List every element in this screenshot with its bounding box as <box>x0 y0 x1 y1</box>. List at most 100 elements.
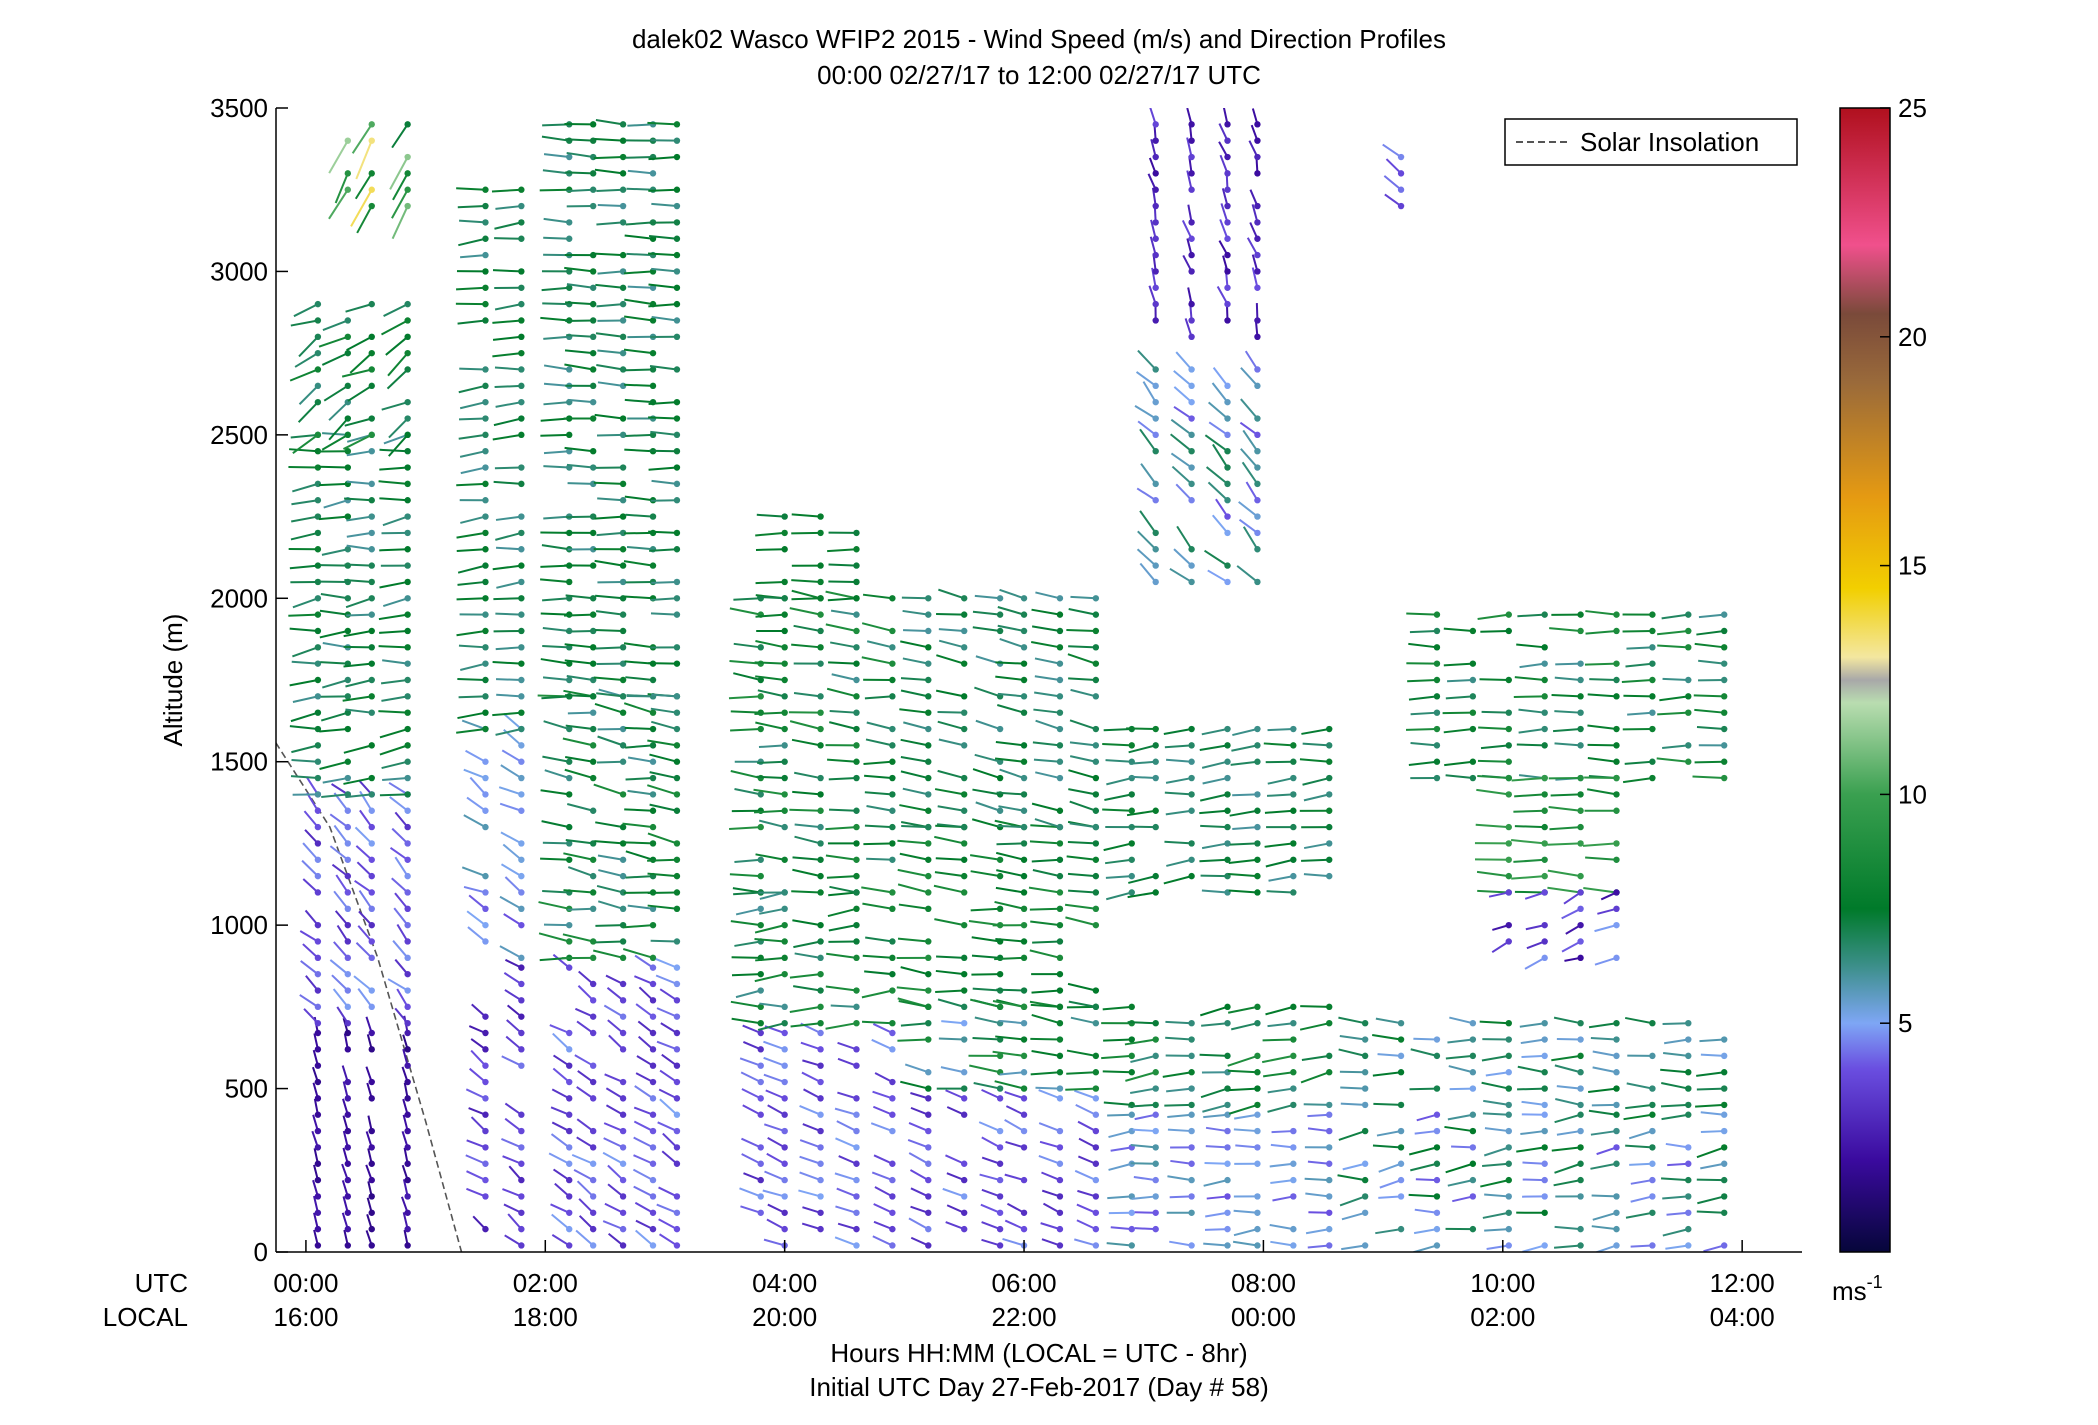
wind-barb-point <box>649 791 657 798</box>
wind-barb-shaft <box>1522 1161 1545 1165</box>
wind-barb-shaft <box>1660 1103 1689 1108</box>
wind-barb-point <box>344 1193 352 1200</box>
wind-barb-point <box>1397 170 1405 177</box>
wind-barb-point <box>925 1020 932 1027</box>
wind-barb-shaft <box>1662 744 1689 750</box>
wind-barb-point <box>1092 856 1100 863</box>
wind-barb-shaft <box>1563 891 1582 905</box>
wind-barb-point <box>1056 725 1064 733</box>
wind-barb-shaft <box>837 1041 857 1051</box>
wind-barb-point <box>853 529 860 537</box>
wind-barb-shaft <box>735 907 761 916</box>
wind-barb-shaft <box>1553 1179 1581 1187</box>
wind-barb-shaft <box>319 465 348 469</box>
wind-barb-shaft <box>1186 137 1193 158</box>
wind-barb-shaft <box>981 1221 1001 1231</box>
wind-barb-point <box>925 1069 932 1076</box>
wind-barb-point <box>314 448 322 455</box>
wind-barb-shaft <box>1554 742 1581 747</box>
wind-barb-shaft <box>864 791 893 796</box>
wind-barb-point <box>482 251 489 259</box>
wind-barb-point <box>1020 758 1028 765</box>
wind-barb-shaft <box>328 417 349 441</box>
wind-barb-point <box>1577 1036 1584 1043</box>
wind-barb-point <box>368 823 375 831</box>
wind-barb-shaft <box>1696 1146 1725 1159</box>
wind-barb-point <box>404 758 411 765</box>
wind-barb-shaft <box>1588 1109 1617 1116</box>
wind-barb-shaft <box>1170 418 1193 436</box>
wind-barb-shaft <box>592 949 624 959</box>
wind-barb-shaft <box>1623 694 1653 698</box>
wind-barb-point <box>1613 1069 1620 1076</box>
wind-barb-shaft <box>379 580 408 589</box>
wind-barb-point <box>619 676 627 684</box>
wind-barb-point <box>960 1069 968 1076</box>
wind-barb-point <box>314 954 322 962</box>
wind-barb-point <box>589 872 597 880</box>
wind-barb-shaft <box>392 940 409 959</box>
wind-barb-shaft <box>974 594 1001 600</box>
wind-barb-shaft <box>1201 842 1228 850</box>
wind-barb-point <box>781 578 788 586</box>
wind-barb-shaft <box>1519 1022 1545 1028</box>
wind-barb-point <box>781 1209 788 1216</box>
wind-barb-shaft <box>460 662 486 671</box>
wind-barb-point <box>925 774 932 782</box>
wind-barb-shaft <box>1236 565 1259 583</box>
wind-barb-shaft <box>602 1220 624 1231</box>
wind-barb-point <box>889 1029 896 1037</box>
wind-barb-point <box>1092 758 1100 765</box>
wind-barb-point <box>960 1176 968 1184</box>
wind-barb-point <box>404 1144 411 1151</box>
wind-barb-shaft <box>1623 1113 1653 1121</box>
wind-barb-point <box>649 349 657 357</box>
wind-barb-shaft <box>995 851 1025 861</box>
wind-barb-point <box>619 382 627 390</box>
wind-barb-shaft <box>1124 1038 1156 1046</box>
wind-barb-shaft <box>494 237 522 240</box>
wind-barb-point <box>960 970 968 978</box>
wind-barb-shaft <box>1030 1003 1061 1008</box>
wind-barb-point <box>817 1160 824 1167</box>
wind-barb-shaft <box>1029 907 1060 911</box>
wind-barb-point <box>853 823 860 831</box>
wind-barb-shaft <box>466 1170 486 1181</box>
wind-barb-point <box>889 660 896 667</box>
wind-barb-point <box>368 742 375 749</box>
wind-barb-shaft <box>792 790 821 796</box>
wind-barb-shaft <box>648 416 677 420</box>
wind-barb-shaft <box>766 1152 786 1165</box>
wind-barb-point <box>853 644 860 651</box>
wind-barb-point <box>344 1127 352 1135</box>
wind-barb-shaft <box>1136 548 1157 567</box>
wind-barb-shaft <box>321 548 349 556</box>
wind-barb-shaft <box>597 381 624 387</box>
wind-barb-shaft <box>754 711 785 716</box>
wind-barb-shaft <box>838 1155 857 1165</box>
wind-barb-shaft <box>1102 808 1132 812</box>
wind-barb-shaft <box>1035 771 1061 780</box>
wind-barb-point <box>1188 1193 1195 1200</box>
wind-barb-shaft <box>492 661 522 665</box>
wind-barb-point <box>404 644 411 651</box>
wind-barb-shaft <box>1137 420 1157 436</box>
wind-barb-shaft <box>1554 1162 1581 1174</box>
wind-barb-point <box>853 578 860 586</box>
wind-barb-point <box>1188 1020 1195 1027</box>
wind-barb-shaft <box>299 930 319 943</box>
wind-barb-shaft <box>566 629 594 633</box>
wind-barb-shaft <box>394 892 409 910</box>
wind-barb-shaft <box>1592 1066 1617 1074</box>
wind-barb-shaft <box>1041 1171 1061 1182</box>
wind-barb-point <box>482 497 489 504</box>
wind-barb-point <box>1577 1111 1584 1118</box>
wind-barb-shaft <box>1199 1053 1228 1057</box>
wind-barb-shaft <box>457 711 486 720</box>
wind-barb-point <box>1721 611 1728 618</box>
wind-barb-point <box>566 578 573 586</box>
wind-barb-point <box>566 856 573 863</box>
wind-barb-shaft <box>595 332 624 338</box>
wind-barb-point <box>1056 1052 1064 1060</box>
wind-barb-point <box>1092 1144 1100 1151</box>
